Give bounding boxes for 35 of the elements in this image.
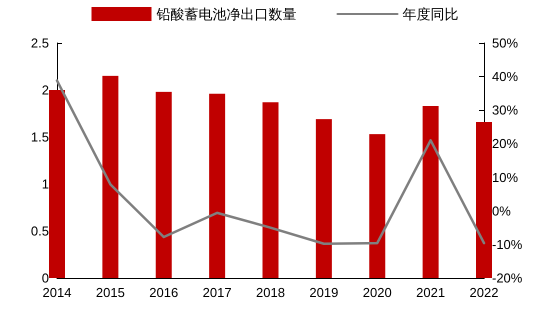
y2-tick-label: -10% xyxy=(492,236,523,252)
y2-tick-label: -20% xyxy=(492,270,523,286)
y2-tick-label: 20% xyxy=(492,136,518,152)
legend-label: 铅酸蓄电池净出口数量 xyxy=(156,6,296,22)
bar xyxy=(102,76,118,278)
bar xyxy=(422,106,439,278)
bar xyxy=(316,119,332,278)
y-tick-label: 0 xyxy=(42,270,49,286)
bar xyxy=(476,122,492,278)
x-tick-label: 2014 xyxy=(42,285,72,300)
x-tick-label: 2016 xyxy=(149,285,178,300)
x-tick-label: 2015 xyxy=(96,285,125,300)
bar xyxy=(262,102,278,278)
y2-tick-label: 10% xyxy=(492,170,518,185)
y2-tick-label: 50% xyxy=(492,36,518,50)
x-tick-label: 2021 xyxy=(416,285,446,300)
x-tick-label: 2017 xyxy=(202,285,232,300)
y2-tick-label: 0% xyxy=(492,203,512,218)
legend-label: 年度同比 xyxy=(402,6,458,22)
x-tick-label: 2019 xyxy=(309,285,338,300)
x-tick-label: 2020 xyxy=(362,285,392,300)
y-tick-label: 1.5 xyxy=(30,130,49,144)
bar xyxy=(156,92,172,278)
bar xyxy=(49,90,65,278)
bar xyxy=(209,94,226,278)
bar xyxy=(369,134,386,278)
y2-tick-label: 40% xyxy=(492,69,518,84)
y-tick-label: 1 xyxy=(42,176,49,192)
y-tick-label: 2.5 xyxy=(30,36,49,50)
y-tick-label: 0.5 xyxy=(30,224,49,238)
x-tick-label: 2018 xyxy=(256,285,285,300)
line-series xyxy=(56,79,486,246)
y-tick-label: 2 xyxy=(42,82,49,98)
x-tick-label: 2022 xyxy=(470,285,498,300)
y2-tick-label: 30% xyxy=(492,102,518,118)
